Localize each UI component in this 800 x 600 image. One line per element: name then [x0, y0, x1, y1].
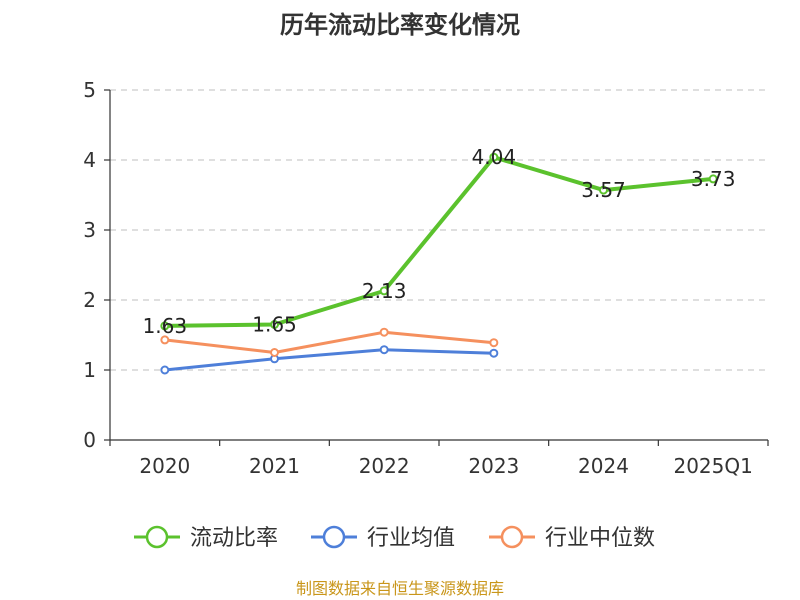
data-label: 1.63 — [143, 314, 188, 338]
legend-marker — [322, 525, 346, 549]
data-point — [160, 321, 170, 331]
data-label: 1.65 — [252, 313, 297, 337]
data-point — [270, 320, 279, 329]
series-2 — [160, 345, 499, 375]
y-tick-label: 1 — [83, 358, 96, 382]
legend-item: 行业中位数 — [489, 525, 655, 551]
data-label: 4.04 — [472, 145, 517, 169]
legend-marker — [500, 525, 524, 549]
legend-item: 行业均值 — [311, 525, 455, 551]
data-point — [160, 335, 170, 345]
data-label: 3.73 — [691, 167, 736, 191]
legend-label: 行业中位数 — [545, 526, 655, 551]
y-tick-label: 2 — [83, 288, 96, 312]
data-point — [708, 174, 718, 184]
legend: 流动比率 行业均值 行业中位数 — [134, 525, 655, 551]
y-tick-label: 5 — [83, 78, 96, 102]
chart-title: 历年流动比率变化情况 — [280, 11, 520, 39]
data-label: 2.13 — [362, 279, 407, 303]
data-point — [599, 185, 608, 195]
legend-label: 行业均值 — [367, 526, 455, 551]
data-point — [489, 152, 499, 162]
data-label: 3.57 — [581, 178, 626, 202]
x-tick-label: 2025Q1 — [673, 454, 752, 478]
x-tick-label: 2024 — [578, 454, 629, 478]
series-line — [163, 348, 496, 372]
data-point — [160, 365, 170, 375]
x-tick-label: 2020 — [139, 454, 190, 478]
grid-lines — [110, 89, 768, 371]
y-tick-label: 0 — [83, 428, 96, 452]
data-point — [270, 348, 279, 357]
data-point — [489, 338, 499, 348]
legend-marker — [145, 525, 169, 549]
y-tick-label: 3 — [83, 218, 96, 242]
data-point — [379, 286, 389, 296]
legend-item: 流动比率 — [134, 525, 278, 551]
series-3 — [160, 327, 499, 357]
y-tick-label: 4 — [83, 148, 96, 172]
x-tick-label: 2022 — [359, 454, 410, 478]
source-note: 制图数据来自恒生聚源数据库 — [296, 579, 504, 598]
series-lines — [160, 152, 718, 375]
legend-label: 流动比率 — [190, 526, 278, 551]
series-line — [162, 155, 716, 328]
data-point — [379, 327, 389, 337]
x-tick-label: 2023 — [468, 454, 519, 478]
data-labels: 1.63 1.65 2.13 4.04 3.57 3.73 — [143, 145, 736, 338]
x-tick-label: 2021 — [249, 454, 300, 478]
data-point — [489, 348, 499, 358]
axes: 0 1 2 3 4 5 2020 2021 2022 2023 2024 2025Q1 — [83, 78, 769, 478]
series-1 — [160, 152, 718, 331]
data-point — [379, 345, 389, 355]
series-line — [163, 330, 496, 354]
